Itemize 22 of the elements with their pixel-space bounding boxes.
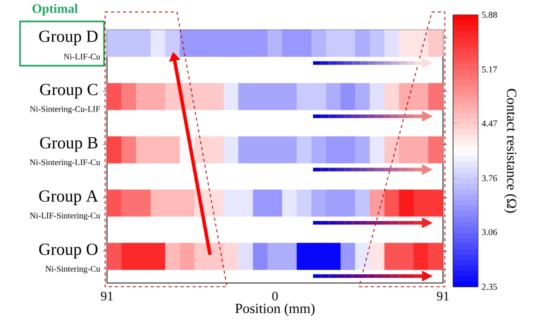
- color-bar-label: 3.06: [482, 229, 498, 236]
- color-bar-label: 5.88: [482, 12, 497, 18]
- y-tick-label: Group O: [39, 244, 98, 258]
- text: Ni-Sintering-Cu: [45, 266, 100, 274]
- color-bar-title: Contact resistance (Ω): [504, 88, 517, 213]
- color-bar-label: 2.35: [482, 284, 497, 290]
- y-tick-label: Group B: [40, 137, 98, 152]
- text: Optimal: [32, 4, 78, 16]
- x-tick-label: 91: [436, 292, 449, 300]
- y-tick-label: Group C: [40, 84, 98, 99]
- color-bar-label: 5.17: [482, 66, 498, 73]
- x-axis-title: Position (mm): [235, 303, 314, 316]
- text: Ni-Sintering-Cu-LIF: [30, 106, 100, 114]
- x-tick-label: 0: [272, 292, 278, 301]
- text: Ni-LIF-Sintering-Cu: [30, 212, 100, 220]
- color-bar-label: 3.76: [482, 175, 498, 182]
- text: Ni-LIF-Cu: [64, 54, 100, 60]
- text: Ni-Sintering-LIF-Cu: [30, 159, 100, 167]
- y-tick-label: Group A: [39, 190, 98, 206]
- x-tick-label: 91: [100, 292, 113, 300]
- y-tick-label: Group D: [39, 30, 98, 46]
- color-bar-label: 4.47: [482, 120, 498, 126]
